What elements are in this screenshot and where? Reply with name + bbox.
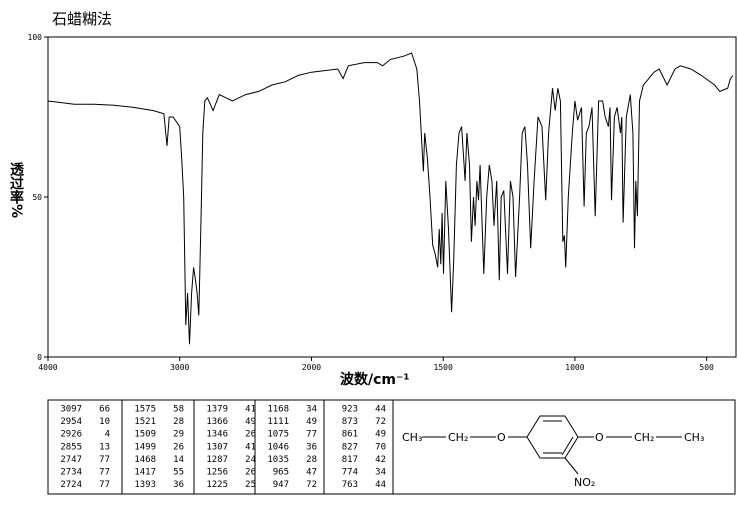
peak-transmittance: 49: [375, 430, 386, 440]
x-tick-label: 1500: [434, 363, 453, 372]
peak-wavenumber: 1111: [267, 417, 289, 427]
peak-wavenumber: 1346: [206, 430, 228, 440]
peak-transmittance: 28: [173, 417, 184, 427]
peak-wavenumber: 965: [273, 468, 289, 478]
x-tick-label: 2000: [302, 363, 321, 372]
peak-wavenumber: 861: [342, 430, 358, 440]
x-tick-label: 4000: [38, 363, 57, 372]
peak-transmittance: 72: [306, 480, 317, 490]
structure-label: CH₃: [402, 431, 422, 444]
peak-wavenumber: 774: [342, 468, 358, 478]
peak-transmittance: 26: [245, 468, 256, 478]
plot-frame: [47, 36, 737, 358]
table-frame: [47, 399, 736, 495]
peak-transmittance: 26: [245, 430, 256, 440]
peak-wavenumber: 827: [342, 442, 358, 452]
peak-wavenumber: 1225: [206, 480, 228, 490]
peak-wavenumber: 3097: [60, 405, 82, 415]
peak-transmittance: 66: [99, 405, 110, 415]
peak-transmittance: 34: [306, 405, 317, 415]
peak-wavenumber: 2926: [60, 430, 82, 440]
peak-transmittance: 4: [105, 430, 110, 440]
structure-label: O: [595, 431, 604, 444]
peak-wavenumber: 947: [273, 480, 289, 490]
structure-bonds: [392, 400, 682, 494]
peak-transmittance: 77: [99, 455, 110, 465]
peak-wavenumber: 2747: [60, 455, 82, 465]
peak-wavenumber: 1509: [134, 430, 156, 440]
peak-wavenumber: 1379: [206, 405, 228, 415]
peak-wavenumber: 1366: [206, 417, 228, 427]
x-tick-label: 3000: [170, 363, 189, 372]
peak-transmittance: 55: [173, 468, 184, 478]
peak-transmittance: 70: [375, 442, 386, 452]
peak-wavenumber: 2855: [60, 442, 82, 452]
x-tick-label: 1000: [565, 363, 584, 372]
peak-transmittance: 77: [306, 430, 317, 440]
peak-transmittance: 13: [99, 442, 110, 452]
peak-wavenumber: 1046: [267, 442, 289, 452]
peak-transmittance: 10: [99, 417, 110, 427]
peak-transmittance: 77: [99, 480, 110, 490]
peak-wavenumber: 763: [342, 480, 358, 490]
peak-transmittance: 34: [375, 468, 386, 478]
peak-wavenumber: 1499: [134, 442, 156, 452]
peak-wavenumber: 1575: [134, 405, 156, 415]
peak-transmittance: 14: [173, 455, 184, 465]
peak-transmittance: 47: [306, 468, 317, 478]
peak-wavenumber: 1287: [206, 455, 228, 465]
peak-transmittance: 44: [375, 480, 386, 490]
peak-wavenumber: 1468: [134, 455, 156, 465]
peak-transmittance: 25: [245, 480, 256, 490]
peak-wavenumber: 1256: [206, 468, 228, 478]
peak-transmittance: 42: [375, 455, 386, 465]
peak-wavenumber: 1035: [267, 455, 289, 465]
peak-wavenumber: 2724: [60, 480, 82, 490]
peak-transmittance: 49: [245, 417, 256, 427]
peak-wavenumber: 1168: [267, 405, 289, 415]
peak-transmittance: 36: [306, 442, 317, 452]
peak-wavenumber: 2734: [60, 468, 82, 478]
peak-transmittance: 77: [99, 468, 110, 478]
structure-label: O: [497, 431, 506, 444]
peak-transmittance: 58: [173, 405, 184, 415]
peak-transmittance: 41: [245, 442, 256, 452]
peak-transmittance: 44: [375, 405, 386, 415]
structure-label: NO₂: [574, 476, 595, 489]
x-axis-label: 波数/cm⁻¹: [340, 371, 410, 388]
chart-title: 石蜡糊法: [52, 10, 112, 28]
peak-transmittance: 24: [245, 455, 256, 465]
y-tick-label: 0: [37, 353, 42, 362]
peak-wavenumber: 817: [342, 455, 358, 465]
structure-label: CH₂: [448, 431, 468, 444]
peak-transmittance: 41: [245, 405, 256, 415]
x-tick-label: 500: [699, 363, 714, 372]
peak-wavenumber: 1393: [134, 480, 156, 490]
y-axis-label: 透过率%: [8, 162, 24, 218]
peak-wavenumber: 2954: [60, 417, 82, 427]
peak-wavenumber: 1075: [267, 430, 289, 440]
structure-label: CH₂: [634, 431, 654, 444]
peak-wavenumber: 1521: [134, 417, 156, 427]
peak-transmittance: 72: [375, 417, 386, 427]
peak-wavenumber: 1307: [206, 442, 228, 452]
peak-wavenumber: 923: [342, 405, 358, 415]
peak-wavenumber: 873: [342, 417, 358, 427]
spectrum-line: [47, 52, 734, 345]
peak-transmittance: 26: [173, 442, 184, 452]
peak-transmittance: 36: [173, 480, 184, 490]
peak-transmittance: 29: [173, 430, 184, 440]
peak-wavenumber: 1417: [134, 468, 156, 478]
structure-label: CH₃: [684, 431, 704, 444]
y-tick-label: 100: [28, 33, 43, 42]
peak-transmittance: 49: [306, 417, 317, 427]
peak-transmittance: 28: [306, 455, 317, 465]
y-tick-label: 50: [32, 193, 42, 202]
